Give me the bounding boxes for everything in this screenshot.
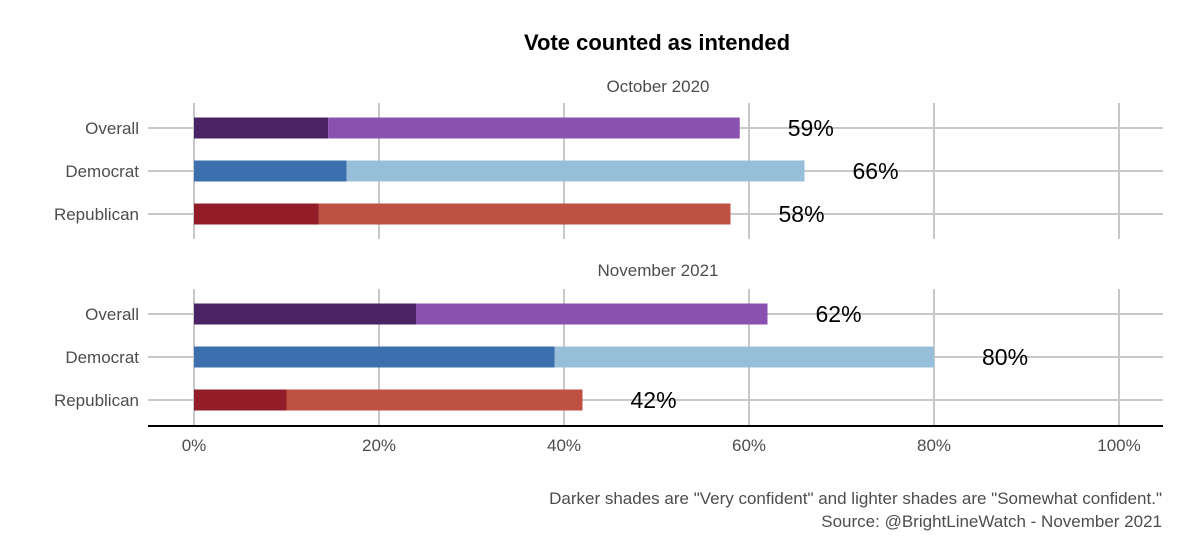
bar-very-confident	[194, 346, 555, 368]
x-tick-label: 0%	[182, 436, 207, 455]
plot-area: October 2020 Overall 59% Democrat 66% Republi…	[54, 77, 1163, 455]
bar-somewhat-confident	[346, 160, 805, 182]
bar-somewhat-confident	[554, 346, 934, 368]
bar-very-confident	[194, 203, 319, 225]
panel-0: October 2020 Overall 59% Democrat 66% Republi…	[54, 77, 1163, 239]
bar-very-confident	[194, 160, 347, 182]
category-label: Republican	[54, 205, 139, 224]
x-tick-label: 100%	[1097, 436, 1140, 455]
data-label: 58%	[779, 201, 825, 227]
chart-title: Vote counted as intended	[524, 30, 790, 55]
data-label: 42%	[631, 387, 677, 413]
data-label: 80%	[982, 344, 1028, 370]
data-label: 66%	[853, 158, 899, 184]
bar-somewhat-confident	[416, 303, 768, 325]
category-label: Overall	[85, 305, 139, 324]
bar-somewhat-confident	[318, 203, 731, 225]
x-tick-label: 20%	[362, 436, 396, 455]
x-tick-label: 40%	[547, 436, 581, 455]
facet-label: October 2020	[606, 77, 709, 96]
category-label: Overall	[85, 119, 139, 138]
bar-very-confident	[194, 303, 416, 325]
panel-1: November 2021 Overall 62% Democrat 80% Republ…	[54, 261, 1163, 425]
bar-somewhat-confident	[328, 117, 740, 139]
bar-very-confident	[194, 389, 287, 411]
x-tick-label: 80%	[917, 436, 951, 455]
data-label: 62%	[816, 301, 862, 327]
bar-very-confident	[194, 117, 329, 139]
facet-label: November 2021	[598, 261, 719, 280]
x-tick-label: 60%	[732, 436, 766, 455]
data-label: 59%	[788, 115, 834, 141]
caption-note: Darker shades are "Very confident" and l…	[549, 489, 1162, 508]
bar-somewhat-confident	[286, 389, 583, 411]
category-label: Democrat	[65, 162, 139, 181]
caption-source: Source: @BrightLineWatch - November 2021	[821, 512, 1162, 531]
category-label: Democrat	[65, 348, 139, 367]
category-label: Republican	[54, 391, 139, 410]
